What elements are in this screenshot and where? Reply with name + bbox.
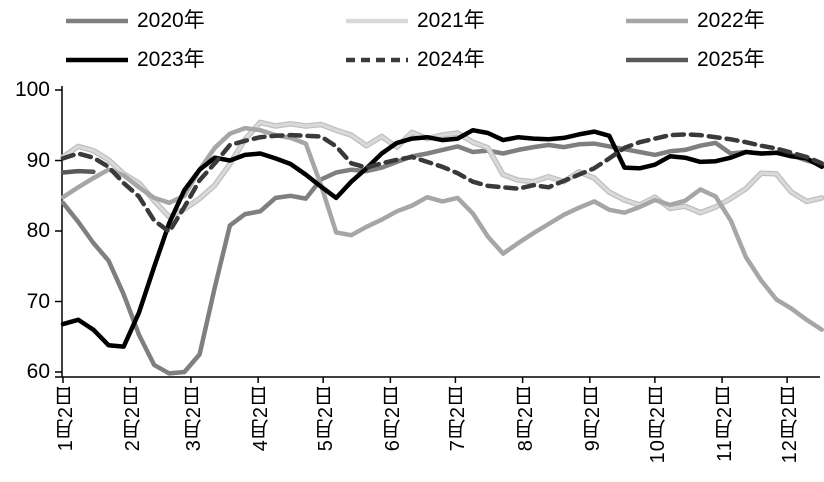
series-line-2024 [60,132,824,234]
x-tick-label: 8月2日 [514,385,537,452]
x-tick-label: 9月2日 [581,385,604,452]
legend-label: 2021年 [417,9,485,32]
legend-label: 2025年 [697,48,765,71]
legend-label: 2020年 [137,9,205,32]
series-line-2021 [61,120,824,219]
y-tick-label: 70 [26,289,50,313]
legend-swatch-line [66,18,128,24]
x-tick-label: 5月2日 [315,385,338,452]
x-tick-label: 10月2日 [646,385,669,464]
y-tick-label: 80 [26,219,50,242]
legend-item-2025: 2025年 [624,48,824,72]
legend-label: 2022年 [697,9,765,32]
x-tick-label: 4月2日 [250,385,273,452]
x-tick-label: 3月2日 [182,385,205,452]
legend-swatch-line [626,57,688,63]
x-tick-label: 1月2日 [55,385,77,452]
legend-swatch-line [626,18,688,24]
x-tick-label: 7月2日 [447,385,470,452]
legend-item-2024: 2024年 [344,48,624,72]
series-line-2025 [60,168,96,175]
series-line-2023 [60,127,824,349]
legend-swatch-line [346,18,408,24]
y-tick-label: 90 [26,148,50,172]
y-tick-label: 60 [26,360,50,383]
legend-item-2022: 2022年 [624,9,824,33]
x-tick-label: 2月2日 [122,385,145,452]
legend-item-2020: 2020年 [64,9,344,33]
x-tick-label: 11月2日 [714,385,737,462]
x-tick-label: 6月2日 [382,385,405,452]
legend-label: 2023年 [137,48,205,71]
legend-label: 2024年 [417,48,485,71]
chart-legend: 2020年 2021年 2022年 2023年 2024年 2025年 [64,9,824,72]
series-line-2020 [60,140,824,376]
x-tick-label: 12月2日 [779,385,802,464]
legend-swatch-line [346,57,408,63]
y-tick-label: 100 [14,78,50,101]
legend-item-2023: 2023年 [64,48,344,72]
series-line-2022 [60,125,824,332]
legend-swatch-line [66,57,128,63]
legend-item-2021: 2021年 [344,9,624,33]
